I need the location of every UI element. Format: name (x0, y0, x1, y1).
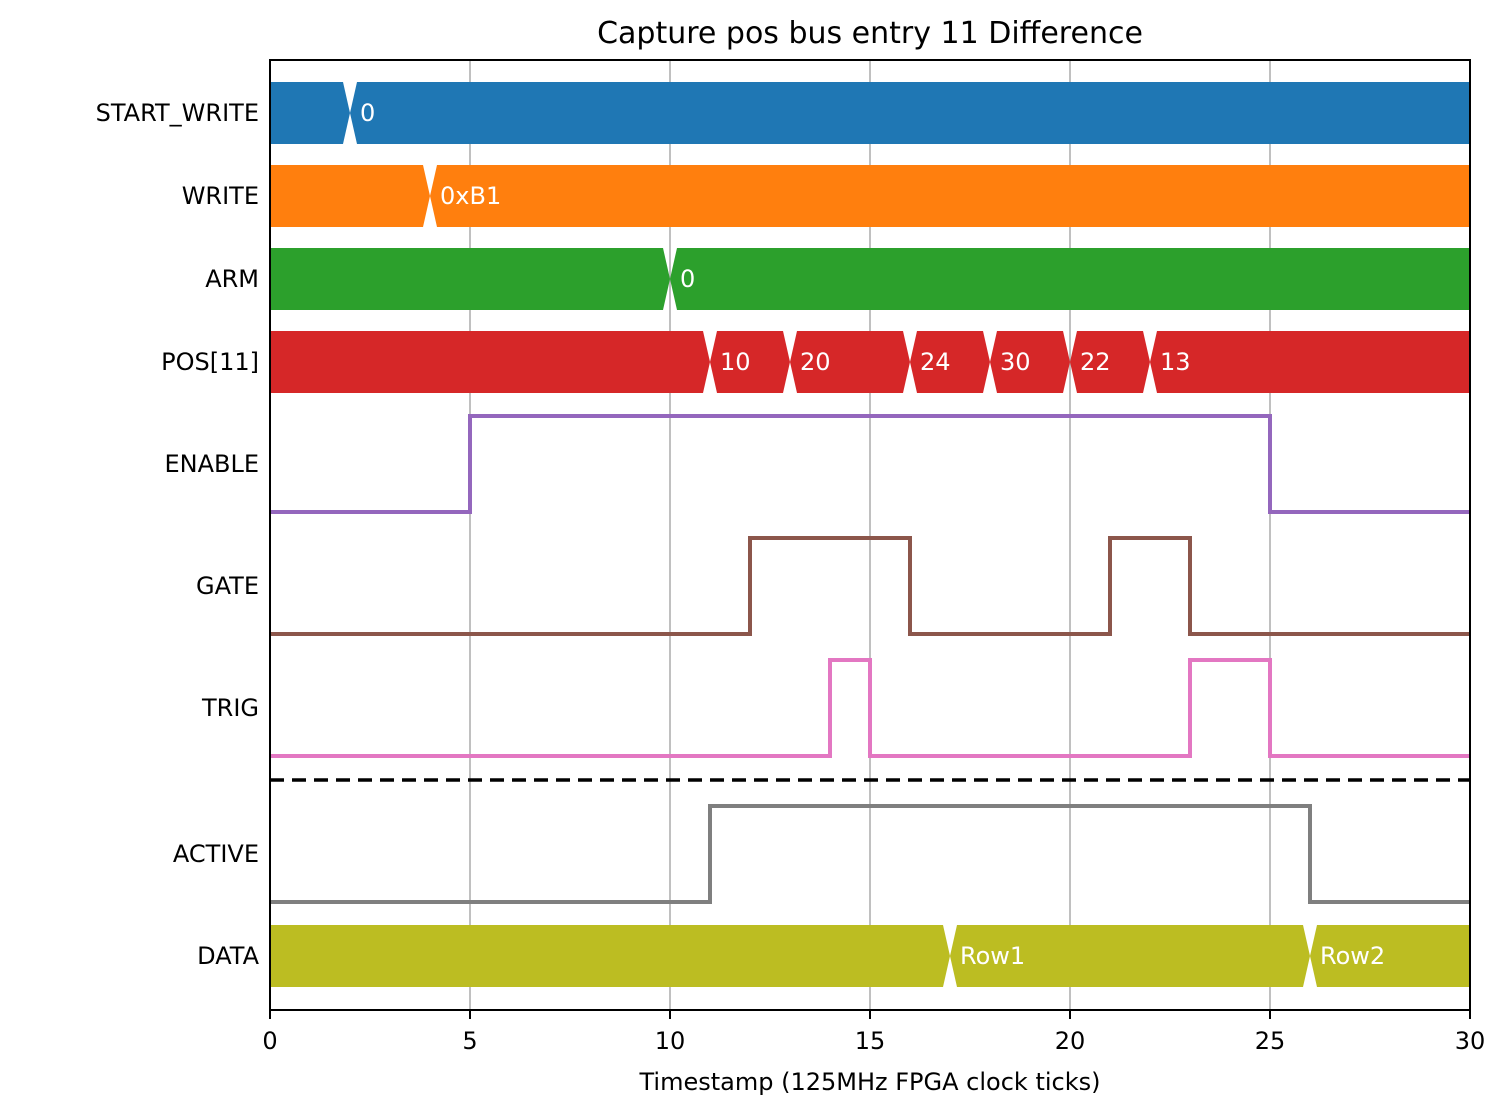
x-tick-label-5: 5 (462, 1027, 477, 1055)
bus-segment-data-0 (270, 925, 950, 987)
bit-trace-enable (270, 414, 1470, 514)
signal-traces: 0 0xB1 0 10 20 24 30 22 13 Row1 Row2 (270, 82, 1470, 987)
signal-label-pos-11: POS[11] (161, 348, 259, 376)
bus-segment-pos-11-1 (710, 331, 790, 393)
chart-title: Capture pos bus entry 11 Difference (597, 16, 1143, 51)
x-tick-label-25: 25 (1255, 1027, 1286, 1055)
bit-trace-gate (270, 536, 1470, 636)
bus-segment-start-write-1 (350, 82, 1470, 144)
signal-label-arm: ARM (205, 265, 259, 293)
bus-segment-data-2 (1310, 925, 1470, 987)
bus-value-pos-11-1: 20 (800, 348, 831, 376)
bus-segment-arm-0 (270, 248, 670, 310)
x-tick-label-20: 20 (1055, 1027, 1086, 1055)
bit-trace-active (270, 804, 1470, 904)
signal-label-active: ACTIVE (173, 840, 259, 868)
signal-label-data: DATA (197, 942, 259, 970)
x-tick-label-30: 30 (1455, 1027, 1486, 1055)
bus-segment-write-1 (430, 165, 1470, 227)
x-tick-label-15: 15 (855, 1027, 886, 1055)
bus-segment-pos-11-3 (910, 331, 990, 393)
bus-segment-pos-11-0 (270, 331, 710, 393)
bus-value-start-write-0: 0 (360, 99, 375, 127)
signal-label-gate: GATE (196, 572, 259, 600)
signal-label-enable: ENABLE (164, 450, 259, 478)
bus-value-data-0: Row1 (960, 942, 1025, 970)
bus-value-pos-11-0: 10 (720, 348, 751, 376)
x-axis-title: Timestamp (125MHz FPGA clock ticks) (639, 1068, 1101, 1096)
bus-segment-arm-1 (670, 248, 1470, 310)
bus-value-pos-11-3: 30 (1000, 348, 1031, 376)
x-tick-label-0: 0 (262, 1027, 277, 1055)
bus-value-arm-0: 0 (680, 265, 695, 293)
bus-segment-pos-11-2 (790, 331, 910, 393)
bit-trace-trig (270, 658, 1470, 758)
bus-value-pos-11-4: 22 (1080, 348, 1111, 376)
bus-segment-start-write-0 (270, 82, 350, 144)
x-axis-ticks: 0 5 10 15 20 25 30 (262, 1010, 1485, 1055)
signal-label-start-write: START_WRITE (96, 99, 259, 127)
bus-value-write-0: 0xB1 (440, 182, 501, 210)
bus-segment-pos-11-6 (1150, 331, 1470, 393)
bus-segment-pos-11-5 (1070, 331, 1150, 393)
signal-label-write: WRITE (182, 182, 259, 210)
bus-value-data-1: Row2 (1320, 942, 1385, 970)
bus-segment-data-1 (950, 925, 1310, 987)
bus-value-pos-11-2: 24 (920, 348, 951, 376)
signal-labels: START_WRITE WRITE ARM POS[11] ENABLE GATE TRIG… (96, 99, 260, 970)
signal-label-trig: TRIG (201, 694, 259, 722)
x-tick-label-10: 10 (655, 1027, 686, 1055)
bus-value-pos-11-5: 13 (1160, 348, 1191, 376)
bus-segment-pos-11-4 (990, 331, 1070, 393)
bus-segment-write-0 (270, 165, 430, 227)
